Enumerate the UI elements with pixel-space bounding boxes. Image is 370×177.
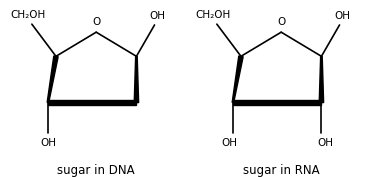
- Text: OH: OH: [40, 138, 56, 148]
- Text: O: O: [277, 17, 285, 27]
- Text: CH₂OH: CH₂OH: [10, 10, 46, 20]
- Text: sugar in DNA: sugar in DNA: [57, 164, 135, 177]
- Text: sugar in RNA: sugar in RNA: [243, 164, 320, 177]
- Polygon shape: [48, 100, 137, 105]
- Polygon shape: [319, 56, 324, 103]
- Polygon shape: [232, 56, 243, 103]
- Text: O: O: [92, 17, 100, 27]
- Text: OH: OH: [150, 11, 166, 21]
- Text: OH: OH: [335, 11, 351, 21]
- Polygon shape: [47, 56, 58, 103]
- Polygon shape: [134, 56, 139, 103]
- Text: OH: OH: [317, 138, 333, 148]
- Text: CH₂OH: CH₂OH: [195, 10, 231, 20]
- Polygon shape: [233, 100, 322, 105]
- Text: OH: OH: [221, 138, 237, 148]
